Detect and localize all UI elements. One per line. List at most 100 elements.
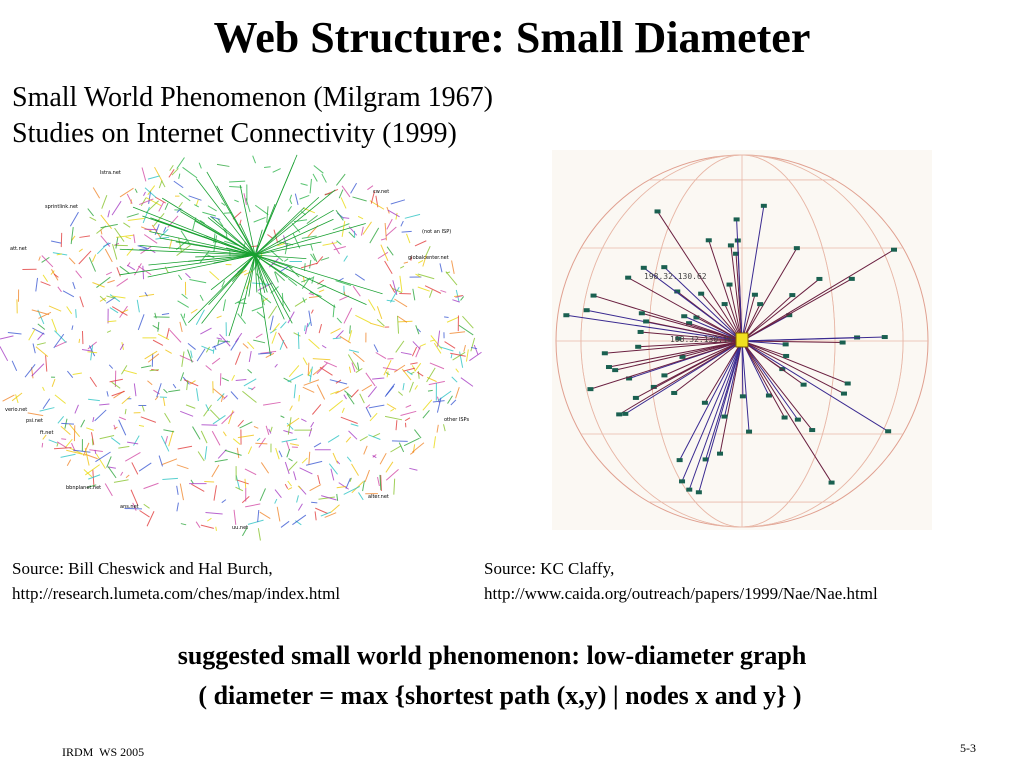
node bbox=[638, 311, 645, 316]
graph-edge bbox=[107, 279, 115, 284]
node bbox=[793, 246, 800, 251]
graph-edge bbox=[300, 418, 307, 423]
node bbox=[765, 393, 772, 398]
graph-edge bbox=[459, 351, 464, 368]
graph-edge bbox=[345, 477, 351, 489]
graph-edge bbox=[254, 207, 305, 256]
link bbox=[635, 340, 743, 399]
graph-edge bbox=[154, 312, 157, 319]
graph-edge bbox=[315, 507, 328, 514]
graph-edge bbox=[422, 255, 427, 267]
graph-edge bbox=[81, 348, 93, 352]
node bbox=[885, 429, 892, 434]
graph-edge bbox=[287, 205, 292, 212]
graph-edge bbox=[401, 230, 412, 233]
graph-edge bbox=[380, 238, 387, 241]
graph-edge bbox=[88, 257, 96, 272]
graph-edge bbox=[289, 194, 293, 201]
graph-edge bbox=[57, 286, 62, 293]
node bbox=[671, 390, 678, 395]
graph-edge bbox=[439, 263, 443, 273]
graph-edge bbox=[283, 258, 289, 262]
node bbox=[702, 457, 709, 462]
graph-edge bbox=[263, 401, 281, 406]
graph-edge bbox=[144, 228, 158, 231]
graph-edge bbox=[199, 219, 206, 224]
graph-edge bbox=[330, 468, 335, 481]
graph-edge bbox=[239, 219, 242, 226]
graph-edge bbox=[324, 512, 337, 518]
graph-edge bbox=[107, 210, 111, 218]
graph-edge bbox=[452, 299, 460, 303]
graph-edge bbox=[89, 376, 97, 388]
graph-edge bbox=[451, 260, 455, 274]
graph-edge bbox=[444, 316, 449, 319]
graph-edge bbox=[159, 237, 256, 256]
graph-edge bbox=[300, 182, 308, 186]
graph-edge bbox=[211, 357, 221, 365]
graph-edge bbox=[113, 424, 117, 430]
graph-edge bbox=[78, 248, 83, 253]
graph-edge bbox=[141, 405, 145, 412]
map-label: (not an ISP) bbox=[422, 229, 451, 235]
graph-edge bbox=[168, 169, 175, 178]
graph-edge bbox=[447, 395, 453, 404]
graph-edge bbox=[420, 343, 426, 347]
graph-edge bbox=[99, 403, 110, 406]
graph-edge bbox=[340, 197, 347, 209]
graph-edge bbox=[287, 278, 298, 287]
graph-edge bbox=[166, 327, 170, 340]
graph-edge bbox=[230, 391, 239, 400]
graph-edge bbox=[133, 383, 137, 397]
graph-edge bbox=[268, 428, 272, 434]
graph-edge bbox=[330, 327, 341, 334]
graph-edge bbox=[194, 220, 256, 256]
graph-edge bbox=[394, 298, 408, 308]
graph-edge bbox=[348, 349, 360, 353]
graph-edge bbox=[70, 226, 74, 245]
graph-edge bbox=[158, 180, 163, 189]
graph-edge bbox=[312, 365, 325, 376]
graph-edge bbox=[53, 273, 59, 278]
graph-edge bbox=[56, 442, 59, 447]
graph-edge bbox=[212, 415, 226, 425]
link bbox=[741, 340, 848, 384]
graph-edge bbox=[254, 254, 307, 260]
graph-edge bbox=[189, 380, 196, 385]
graph-edge bbox=[271, 262, 282, 268]
graph-edge bbox=[275, 447, 280, 460]
graph-edge bbox=[181, 351, 185, 367]
graph-edge bbox=[35, 346, 49, 357]
graph-edge bbox=[211, 464, 220, 478]
graph-edge bbox=[141, 365, 152, 369]
graph-edge bbox=[254, 254, 293, 324]
graph-edge bbox=[163, 429, 175, 433]
graph-edge bbox=[332, 452, 339, 464]
graph-edge bbox=[195, 521, 201, 529]
graph-edge bbox=[233, 509, 237, 525]
graph-edge bbox=[169, 164, 174, 171]
graph-edge bbox=[40, 281, 51, 287]
graph-edge bbox=[74, 404, 79, 414]
map-label: ft.net bbox=[40, 430, 53, 436]
graph-edge bbox=[180, 230, 191, 245]
graph-edge bbox=[343, 217, 350, 219]
graph-edge bbox=[207, 517, 212, 522]
graph-edge bbox=[336, 317, 342, 324]
graph-edge bbox=[216, 315, 222, 319]
graph-edge bbox=[358, 492, 364, 501]
graph-edge bbox=[254, 241, 322, 256]
graph-edge bbox=[287, 265, 300, 278]
graph-edge bbox=[205, 365, 212, 371]
graph-edge bbox=[452, 351, 466, 361]
graph-edge bbox=[260, 462, 270, 474]
graph-edge bbox=[433, 436, 436, 449]
map-label: cw.net bbox=[373, 189, 389, 195]
graph-edge bbox=[268, 305, 278, 319]
node bbox=[828, 480, 835, 485]
graph-edge bbox=[272, 168, 281, 173]
graph-edge bbox=[243, 193, 247, 206]
graph-edge bbox=[223, 395, 228, 400]
graph-edge bbox=[330, 390, 339, 395]
graph-edge bbox=[225, 228, 228, 239]
